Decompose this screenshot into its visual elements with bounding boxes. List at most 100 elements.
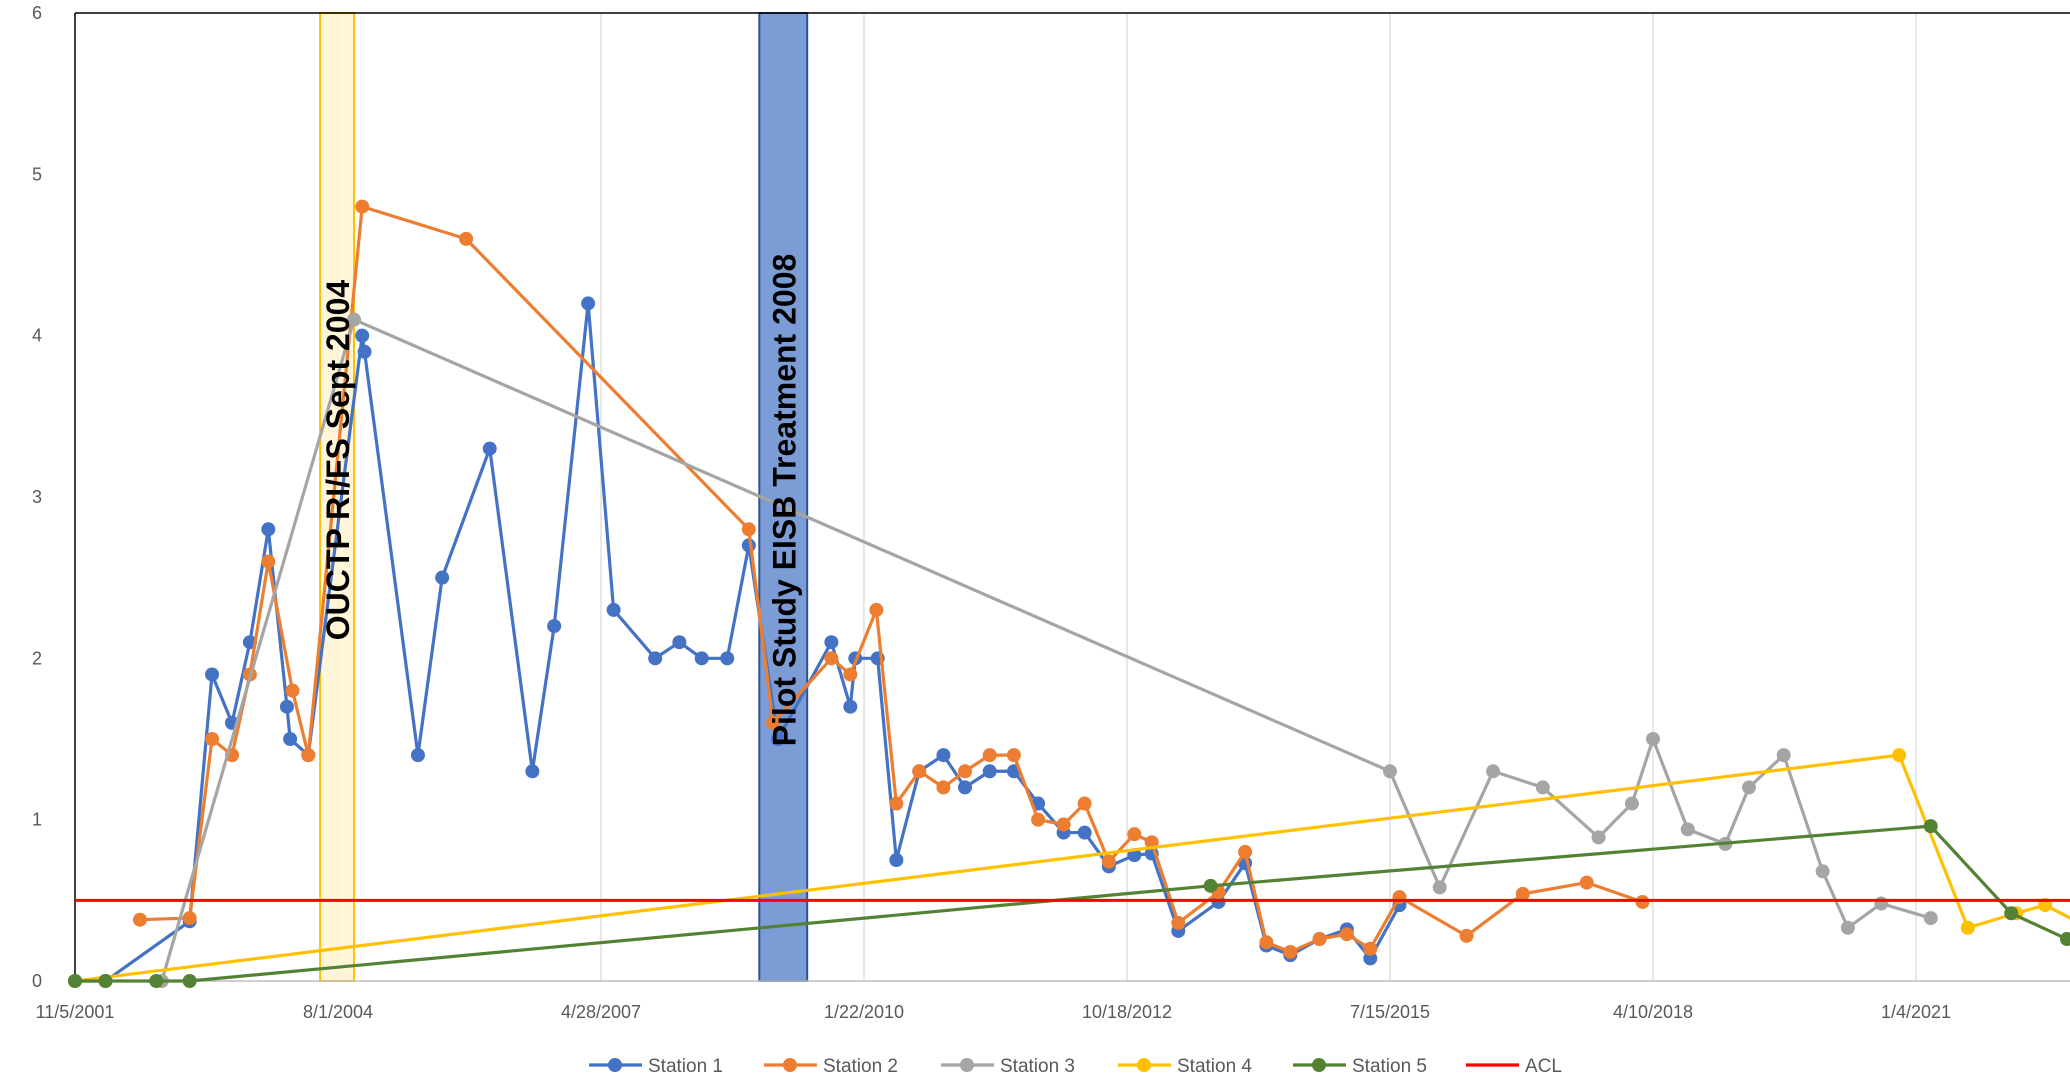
data-point: [843, 667, 858, 682]
data-point: [606, 602, 621, 617]
data-point: [957, 764, 972, 779]
data-point: [1312, 932, 1327, 947]
data-point: [132, 912, 147, 927]
data-point: [1006, 748, 1021, 763]
data-point: [1031, 812, 1046, 827]
legend-label: Station 5: [1352, 1056, 1427, 1077]
legend-item: Station 1: [589, 1056, 723, 1077]
x-tick-label: 4/28/2007: [561, 1002, 641, 1022]
data-series: [68, 199, 2070, 988]
y-tick-label: 5: [32, 164, 42, 184]
x-tick-label: 7/15/2015: [1350, 1002, 1430, 1022]
data-point: [1892, 748, 1907, 763]
data-point: [1591, 830, 1606, 845]
data-point: [824, 651, 839, 666]
data-point: [182, 911, 197, 926]
data-point: [1127, 827, 1142, 842]
data-point: [1171, 915, 1186, 930]
legend-label: ACL: [1525, 1056, 1562, 1077]
data-point: [279, 699, 294, 714]
data-point: [283, 732, 298, 746]
data-point: [1459, 928, 1474, 943]
data-point: [1283, 944, 1298, 959]
legend-label: Station 3: [1000, 1056, 1075, 1077]
data-point: [205, 667, 220, 682]
legend-label: Station 4: [1177, 1056, 1252, 1077]
data-point: [1680, 822, 1695, 837]
data-point: [1741, 780, 1756, 795]
data-point: [482, 441, 497, 456]
x-tick-label: 4/10/2018: [1613, 1002, 1693, 1022]
data-point: [869, 602, 884, 617]
data-point: [1203, 878, 1218, 893]
data-point: [410, 748, 425, 763]
legend-item: Station 3: [941, 1056, 1075, 1077]
data-point: [261, 554, 276, 569]
data-point: [261, 522, 276, 537]
y-tick-label: 4: [32, 326, 42, 346]
data-point: [301, 748, 316, 763]
data-point: [435, 570, 450, 585]
series-station-5: [68, 819, 2070, 988]
data-point: [68, 974, 82, 988]
data-point: [1776, 748, 1791, 763]
data-point: [1238, 844, 1253, 859]
tick-labels: 11/5/2001 8/1/2004 4/28/2007 1/22/2010 10/18…: [32, 3, 1951, 1022]
legend: Station 1 Station 2 Station 3 Station 4 Stat…: [589, 1056, 1562, 1077]
legend-label: Station 1: [648, 1056, 723, 1077]
x-tick-label: 1/4/2021: [1881, 1002, 1951, 1022]
legend-item: Station 2: [764, 1056, 898, 1077]
axes: [74, 12, 2070, 982]
legend-swatch-marker: [1312, 1058, 1326, 1072]
data-point: [1535, 780, 1550, 795]
data-point: [1101, 854, 1116, 869]
data-point: [936, 780, 951, 795]
data-point: [1923, 819, 1938, 834]
data-point: [1635, 894, 1650, 909]
x-tick-label: 10/18/2012: [1082, 1002, 1172, 1022]
data-point: [347, 312, 362, 327]
data-point: [694, 651, 709, 666]
data-point: [1624, 796, 1639, 811]
series-line: [75, 824, 2070, 983]
data-point: [770, 732, 785, 746]
data-point: [1815, 864, 1830, 879]
data-point: [889, 853, 904, 867]
data-point: [1363, 951, 1378, 966]
data-point: [1579, 875, 1594, 890]
data-point: [525, 764, 540, 779]
legend-swatch-marker: [783, 1058, 797, 1072]
legend-item: Station 4: [1118, 1056, 1252, 1077]
data-point: [355, 199, 370, 214]
data-point: [1383, 764, 1397, 779]
data-point: [982, 764, 997, 779]
annotation-labels: OUCTP RI/FS Sept 2004 Pilot Study EISB Tr…: [320, 254, 802, 747]
data-point: [547, 619, 562, 634]
legend-swatch-marker: [608, 1058, 622, 1072]
data-point: [2059, 932, 2070, 947]
data-point: [1339, 927, 1354, 942]
x-tick-label: 8/1/2004: [303, 1002, 373, 1022]
data-point: [1923, 911, 1938, 926]
data-point: [648, 651, 663, 666]
data-point: [1646, 732, 1660, 746]
legend-item: ACL: [1466, 1056, 1562, 1077]
annotation-label: Pilot Study EISB Treatment 2008: [766, 254, 802, 747]
y-tick-label: 6: [32, 3, 42, 23]
gridlines: [337, 13, 1917, 981]
data-point: [766, 715, 781, 730]
legend-label: Station 2: [823, 1056, 898, 1077]
series-line: [139, 205, 1644, 954]
data-point: [889, 796, 904, 811]
data-point: [2004, 906, 2019, 921]
data-point: [672, 635, 687, 650]
data-point: [205, 732, 220, 746]
data-point: [1960, 920, 1975, 935]
data-point: [982, 748, 997, 763]
data-point: [843, 699, 858, 714]
annotation-label: OUCTP RI/FS Sept 2004: [320, 280, 356, 641]
data-point: [1840, 920, 1855, 935]
y-tick-label: 0: [32, 971, 42, 991]
